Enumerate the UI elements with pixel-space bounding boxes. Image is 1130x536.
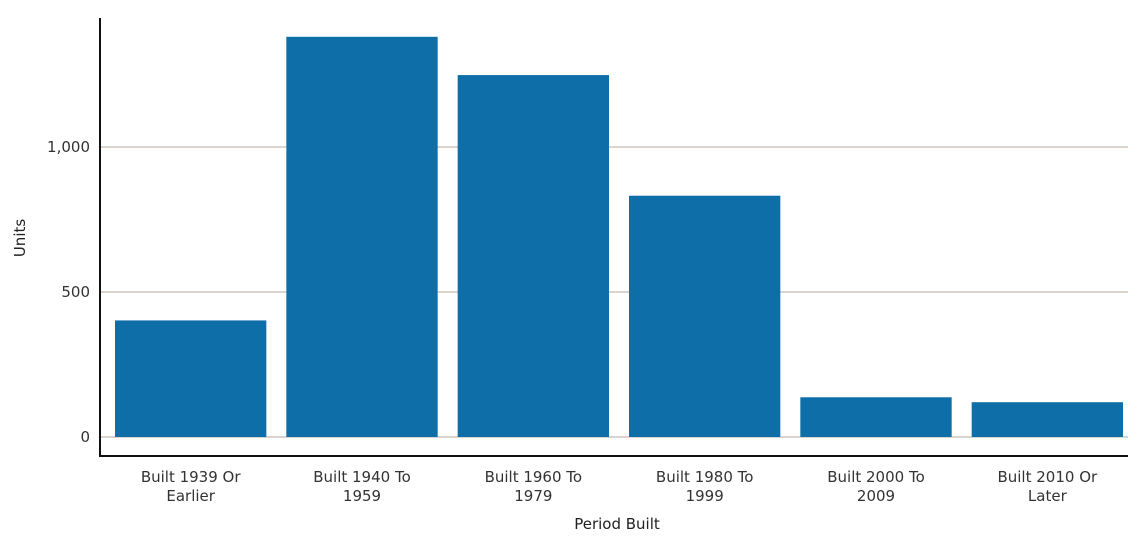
x-tick-label-line: Built 1939 Or <box>141 468 242 486</box>
x-tick-label: Built 1940 To 1959 <box>313 468 411 505</box>
x-tick-label-line: Later <box>1028 487 1068 505</box>
y-axis-title: Units <box>11 219 29 258</box>
x-tick-label-line: 2009 <box>857 487 895 505</box>
bar <box>629 195 781 437</box>
x-tick-label: Built 1939 Or Earlier <box>141 468 242 505</box>
x-tick-label-line: Earlier <box>166 487 215 505</box>
x-tick-label-line: Built 1960 To <box>485 468 583 486</box>
y-tick-labels: 0 500 1,000 <box>47 138 90 446</box>
bar <box>286 36 438 438</box>
bar <box>800 397 952 437</box>
x-tick-label-line: 1979 <box>514 487 552 505</box>
x-tick-label-line: 1999 <box>686 487 724 505</box>
axes <box>99 18 1128 457</box>
bar <box>457 75 609 437</box>
y-tick-label: 500 <box>61 283 90 301</box>
y-tick-label: 1,000 <box>47 138 90 156</box>
x-tick-label-line: 1959 <box>343 487 381 505</box>
x-tick-label: Built 2000 To 2009 <box>827 468 925 505</box>
x-tick-label-line: Built 2000 To <box>827 468 925 486</box>
bar <box>971 402 1123 437</box>
x-tick-label: Built 1980 To 1999 <box>656 468 754 505</box>
bar <box>115 320 267 437</box>
x-tick-label-line: Built 1980 To <box>656 468 754 486</box>
x-tick-label-line: Built 1940 To <box>313 468 411 486</box>
y-tick-label: 0 <box>80 428 90 446</box>
x-tick-label: Built 1960 To 1979 <box>485 468 583 505</box>
x-tick-label-line: Built 2010 Or <box>997 468 1098 486</box>
x-tick-label: Built 2010 Or Later <box>997 468 1098 505</box>
bars <box>115 36 1123 438</box>
gridlines <box>100 146 1128 438</box>
x-axis-title: Period Built <box>574 515 660 533</box>
